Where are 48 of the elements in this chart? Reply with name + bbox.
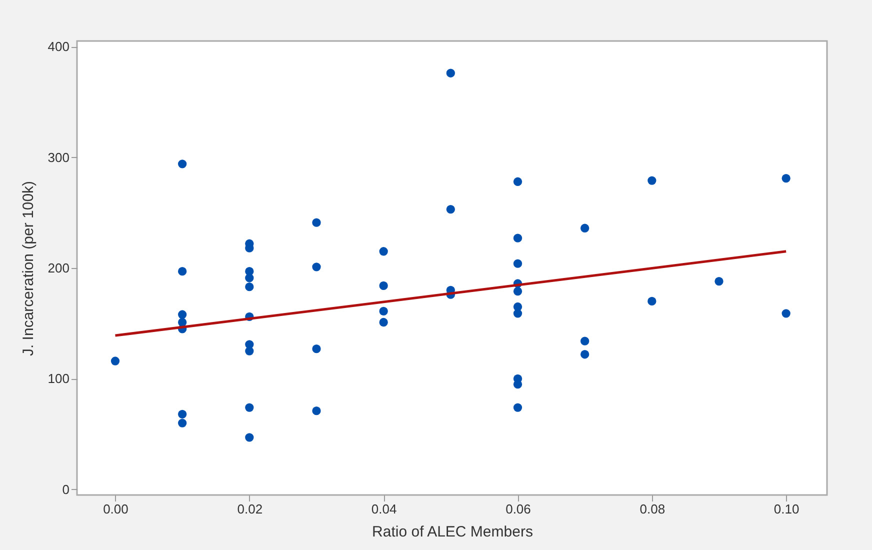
- point: [513, 309, 522, 318]
- x-tick-label: 0.08: [640, 502, 666, 516]
- point: [379, 306, 388, 316]
- point: [312, 262, 321, 272]
- point: [245, 403, 254, 412]
- point: [648, 176, 656, 185]
- point: [580, 336, 590, 346]
- point: [312, 218, 321, 227]
- point: [446, 68, 455, 78]
- point: [513, 403, 522, 412]
- y-tick-label: 200: [48, 260, 70, 276]
- point: [245, 282, 254, 292]
- x-tick-label: 0.06: [506, 502, 531, 516]
- point: [245, 433, 254, 442]
- x-tick-label: 0.04: [371, 502, 397, 516]
- point: [782, 174, 790, 183]
- y-tick-label: 0: [62, 482, 70, 497]
- point: [379, 281, 388, 290]
- point: [178, 160, 187, 168]
- point: [513, 234, 522, 242]
- point: [245, 274, 254, 282]
- point: [513, 286, 522, 296]
- point: [446, 204, 455, 214]
- point: [648, 296, 656, 306]
- point: [245, 346, 254, 356]
- point: [312, 344, 321, 354]
- x-axis-title: Ratio of ALEC Members: [372, 524, 533, 540]
- point: [178, 267, 187, 276]
- y-tick-label: 400: [48, 39, 70, 54]
- point: [312, 406, 321, 416]
- point: [178, 410, 187, 418]
- point: [110, 356, 120, 366]
- y-axis-title: J. Incarceration (per 100k): [20, 180, 37, 356]
- point: [714, 276, 724, 286]
- point: [580, 350, 590, 359]
- x-tick-label: 0.02: [237, 502, 263, 516]
- point: [513, 259, 522, 268]
- point: [178, 310, 187, 319]
- x-tick-label: 0.00: [103, 502, 128, 516]
- point: [513, 177, 522, 186]
- point: [379, 247, 388, 256]
- point: [178, 418, 187, 428]
- point: [580, 224, 590, 232]
- y-tick-label: 100: [48, 371, 70, 386]
- x-tick-label: 0.10: [774, 502, 800, 516]
- y-tick-label: 300: [48, 150, 70, 165]
- point: [379, 318, 388, 327]
- point: [782, 309, 790, 318]
